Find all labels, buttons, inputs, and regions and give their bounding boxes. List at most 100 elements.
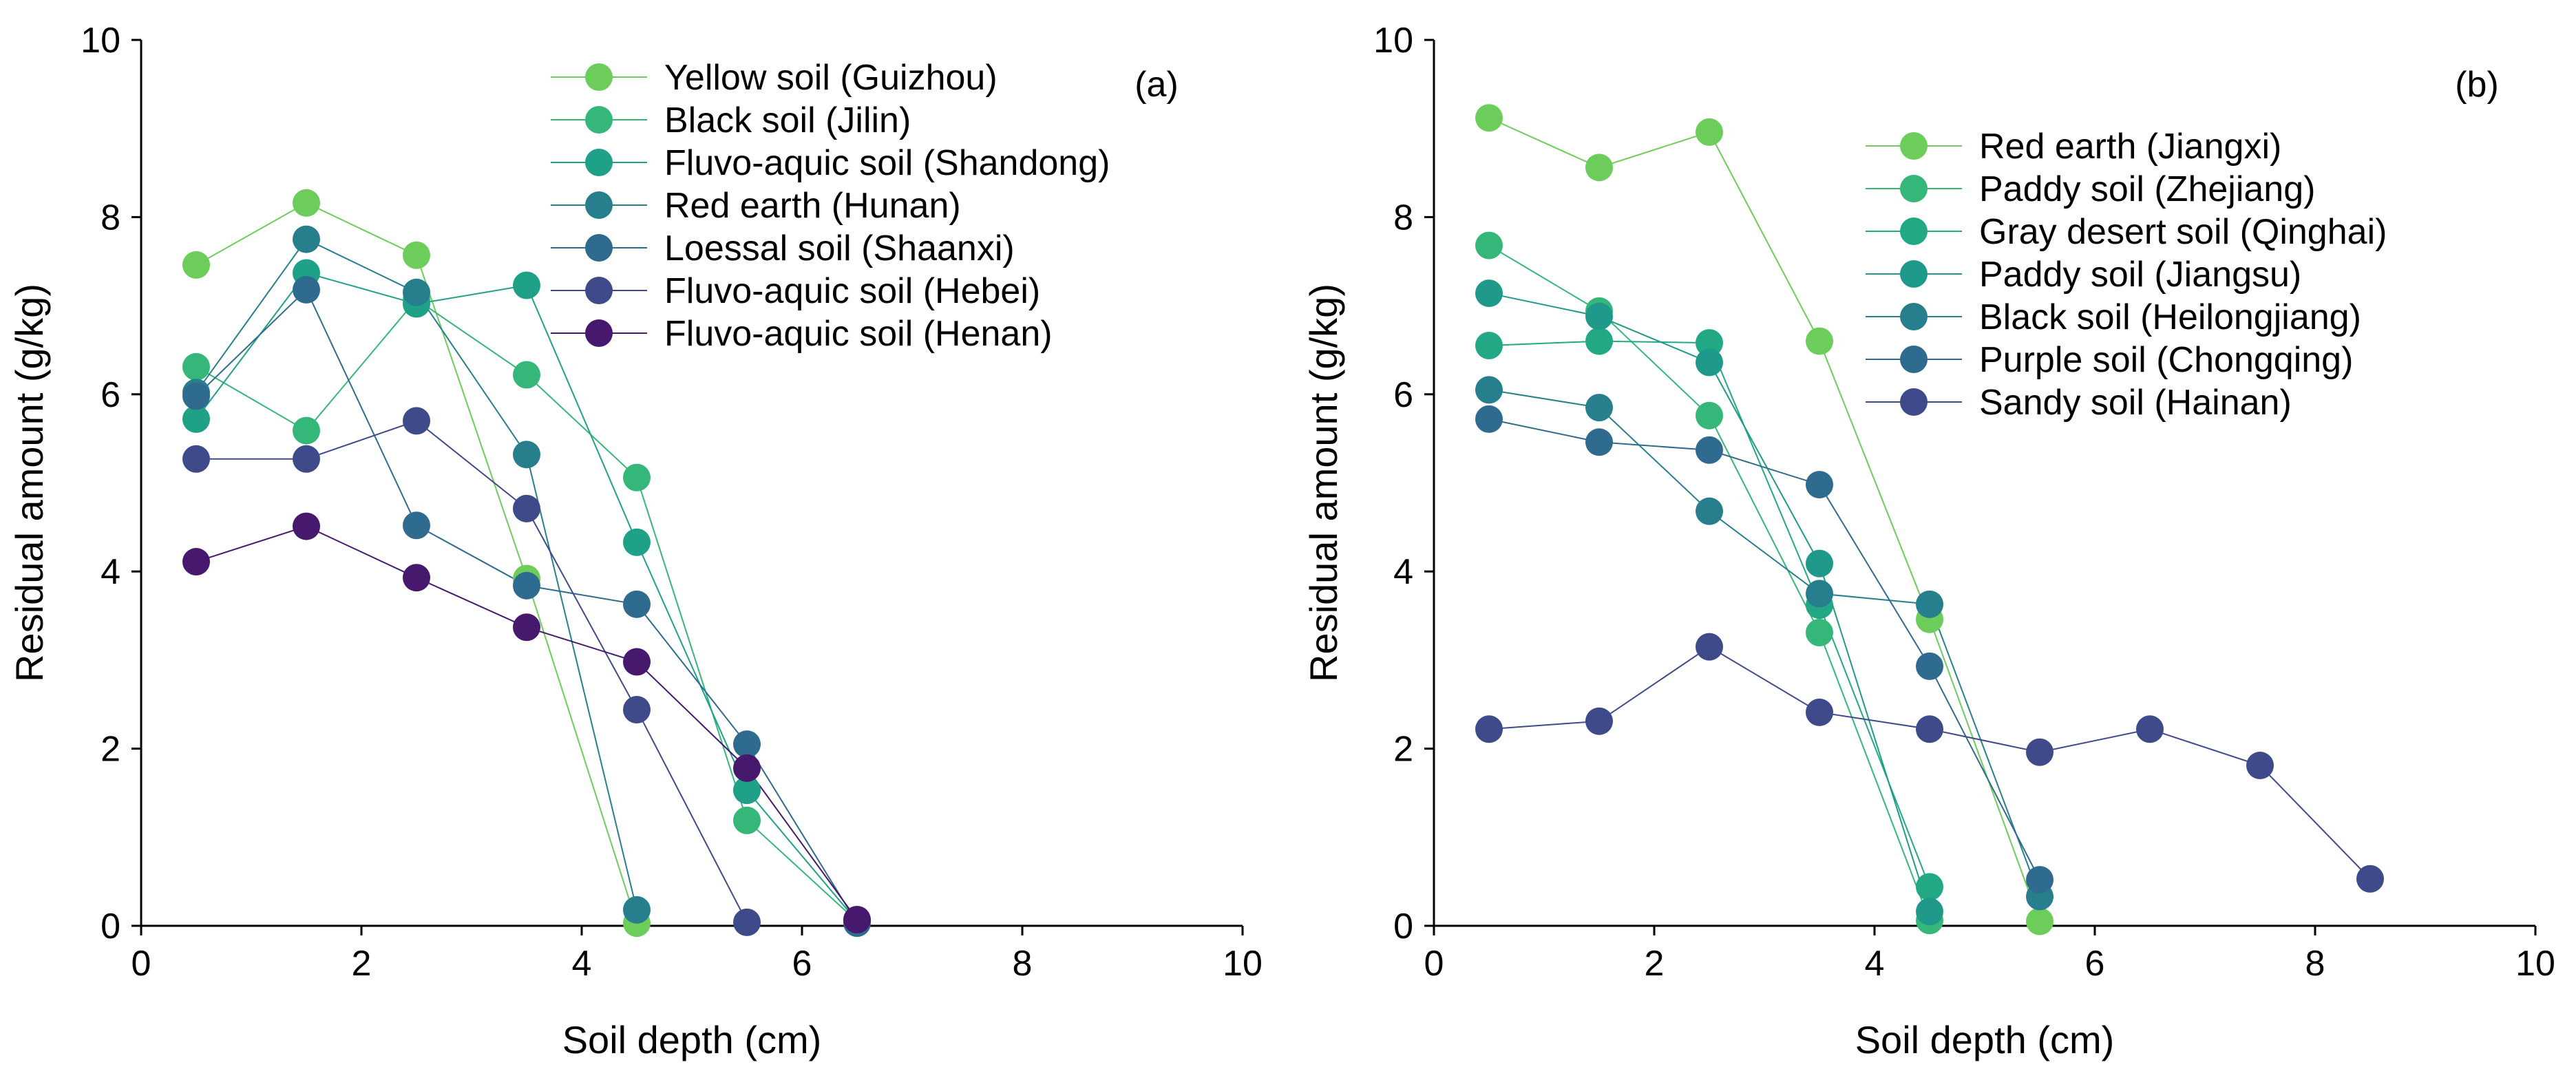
data-point-a-5 <box>293 445 320 473</box>
data-point-a-4 <box>733 730 761 759</box>
x-tick-label-a: 6 <box>792 944 812 984</box>
legend-marker-a <box>585 149 613 176</box>
legend-marker-a <box>585 106 613 134</box>
data-point-a-6 <box>182 548 210 576</box>
data-point-a-1 <box>293 416 320 445</box>
legend-label-a: Fluvo-aquic soil (Hebei) <box>664 271 1040 311</box>
legend-label-b: Paddy soil (Jiangsu) <box>1979 255 2301 295</box>
legend-label-a: Fluvo-aquic soil (Henan) <box>664 314 1053 354</box>
legend-marker-a <box>585 191 613 219</box>
data-point-b-3 <box>1916 898 1943 926</box>
data-point-b-5 <box>1806 471 1833 499</box>
data-point-b-6 <box>1806 698 1833 726</box>
data-point-b-5 <box>2026 866 2054 894</box>
data-point-b-6 <box>2026 738 2054 766</box>
x-tick-label-a: 4 <box>572 944 592 984</box>
data-point-a-5 <box>513 494 540 522</box>
data-point-a-6 <box>623 648 651 676</box>
legend-marker-b <box>1900 346 1928 373</box>
data-point-a-0 <box>293 189 320 217</box>
legend-marker-a <box>585 319 613 347</box>
data-point-a-0 <box>403 241 430 269</box>
data-point-b-6 <box>1916 715 1943 743</box>
legend-marker-a <box>585 234 613 262</box>
y-tick-label-a: 10 <box>81 21 120 61</box>
data-point-a-2 <box>733 776 761 805</box>
data-point-a-5 <box>403 407 430 435</box>
data-point-b-1 <box>1475 231 1503 260</box>
legend-label-a: Fluvo-aquic soil (Shandong) <box>664 143 1110 183</box>
series-line-b-6 <box>1488 646 2371 880</box>
y-tick-label-b: 2 <box>1393 730 1413 770</box>
data-point-b-5 <box>1916 652 1943 680</box>
y-tick-label-b: 0 <box>1393 907 1413 946</box>
data-point-b-6 <box>2136 715 2164 743</box>
legend-label-b: Purple soil (Chongqing) <box>1979 340 2353 380</box>
data-point-b-6 <box>1475 715 1503 743</box>
x-tick-label-a: 0 <box>131 944 151 984</box>
y-axis-title-b: Residual amount (g/kg) <box>1302 284 1345 682</box>
data-point-a-4 <box>623 590 651 618</box>
data-point-b-6 <box>1585 707 1613 735</box>
data-point-a-4 <box>293 275 320 304</box>
data-point-a-5 <box>733 908 761 936</box>
legend-marker-a <box>585 277 613 304</box>
data-point-a-1 <box>733 806 761 834</box>
legend-label-a: Loessal soil (Shaanxi) <box>664 229 1015 268</box>
series-line-b-5 <box>1488 418 2040 880</box>
data-point-b-3 <box>1806 549 1833 578</box>
series-line-b-4 <box>1488 389 2040 897</box>
data-point-b-4 <box>1916 590 1943 618</box>
legend-label-a: Red earth (Hunan) <box>664 186 961 226</box>
data-point-b-6 <box>2356 865 2384 893</box>
data-point-a-6 <box>293 512 320 540</box>
data-point-b-6 <box>2246 752 2274 780</box>
y-tick-label-b: 4 <box>1393 552 1413 592</box>
data-point-b-6 <box>1696 633 1723 661</box>
data-point-b-3 <box>1475 279 1503 308</box>
legend-marker-b <box>1900 218 1928 245</box>
x-tick-label-a: 2 <box>352 944 372 984</box>
panel-b: 0 2 4 6 8 10 0 2 4 6 8 10 Soil depth (cm) Residual am… <box>1302 21 2555 1061</box>
data-point-b-5 <box>1585 428 1613 456</box>
data-point-a-1 <box>182 352 210 381</box>
legend-marker-b <box>1900 132 1928 160</box>
data-point-b-0 <box>1475 104 1503 132</box>
data-point-a-2 <box>623 528 651 556</box>
data-point-b-2 <box>1585 327 1613 355</box>
legend-marker-b <box>1900 303 1928 330</box>
data-point-a-1 <box>623 463 651 491</box>
legend-marker-a <box>585 63 613 91</box>
data-point-a-6 <box>403 564 430 592</box>
data-point-b-1 <box>1806 619 1833 647</box>
legend-label-b: Paddy soil (Zhejiang) <box>1979 169 2315 209</box>
y-tick-label-a: 0 <box>101 907 120 946</box>
x-tick-label-b: 10 <box>2515 944 2555 984</box>
series-line-b-0 <box>1488 117 2040 922</box>
data-point-b-0 <box>1696 118 1723 146</box>
data-point-b-4 <box>1475 376 1503 404</box>
data-point-a-6 <box>513 613 540 642</box>
data-point-b-1 <box>1696 401 1723 430</box>
y-tick-label-b: 8 <box>1393 198 1413 237</box>
series-line-b-3 <box>1488 293 1930 912</box>
data-point-b-3 <box>1696 348 1723 377</box>
x-tick-label-a: 8 <box>1013 944 1033 984</box>
x-tick-label-a: 10 <box>1223 944 1263 984</box>
legend-label-b: Red earth (Jiangxi) <box>1979 127 2281 167</box>
data-point-b-4 <box>1585 394 1613 422</box>
data-point-b-4 <box>1806 580 1833 608</box>
data-point-a-3 <box>293 225 320 253</box>
legend-marker-b <box>1900 388 1928 416</box>
y-tick-label-b: 10 <box>1373 21 1413 61</box>
data-point-a-4 <box>403 511 430 540</box>
panel-label-a: (a) <box>1134 65 1179 105</box>
data-point-a-6 <box>733 754 761 782</box>
data-point-b-0 <box>2026 907 2054 935</box>
data-point-a-1 <box>513 361 540 389</box>
data-point-a-3 <box>623 896 651 924</box>
y-tick-label-a: 4 <box>101 552 120 592</box>
panel-label-b: (b) <box>2455 65 2499 105</box>
x-axis-title-a: Soil depth (cm) <box>562 1018 822 1061</box>
